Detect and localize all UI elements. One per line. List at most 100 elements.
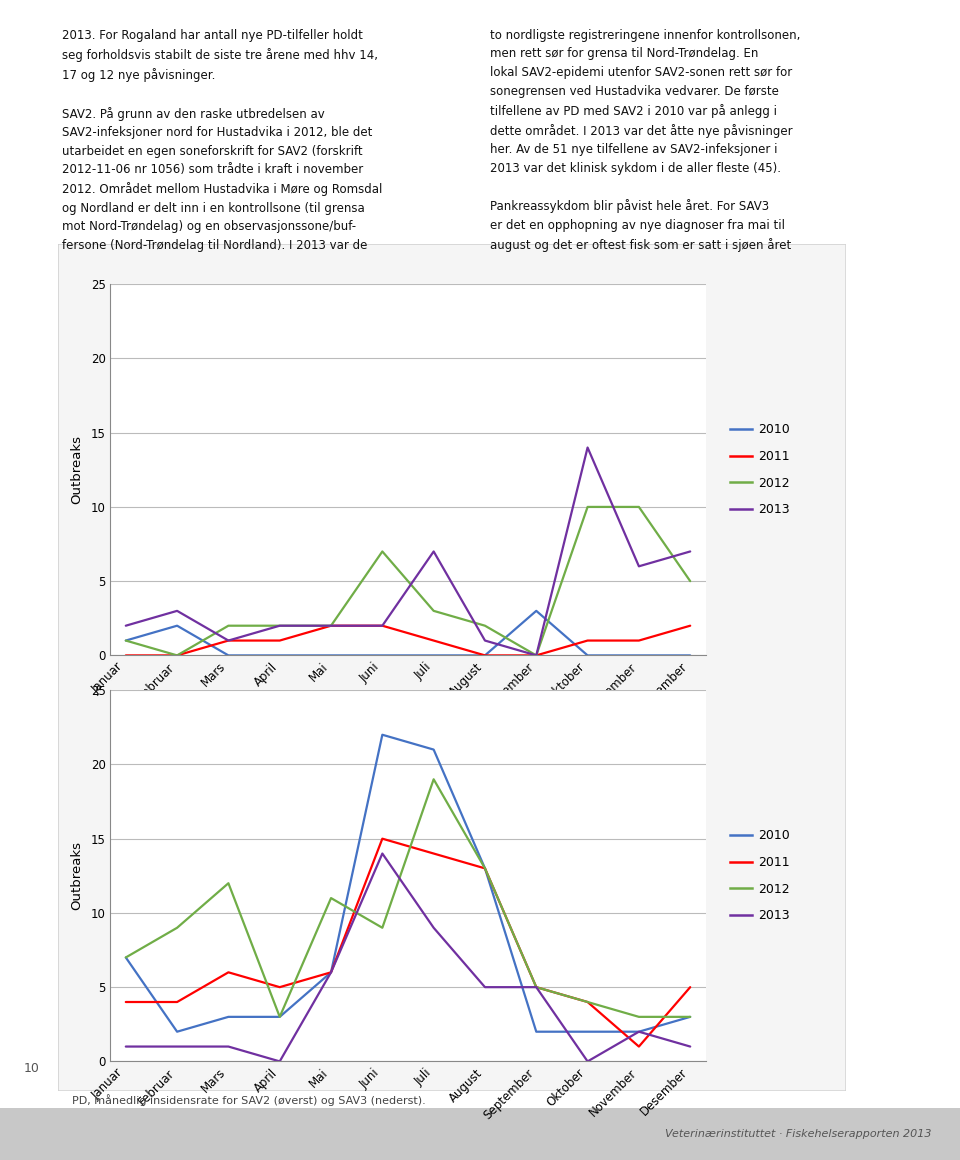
2011 xyxy=(428,847,440,861)
2012 xyxy=(428,604,440,618)
2011 xyxy=(582,995,593,1009)
Line: 2013: 2013 xyxy=(126,448,690,655)
2010 xyxy=(428,742,440,756)
2012 xyxy=(684,1010,696,1024)
2013 xyxy=(274,618,285,632)
2011 xyxy=(531,980,542,994)
2013 xyxy=(531,980,542,994)
2012 xyxy=(634,1010,645,1024)
2011 xyxy=(325,965,337,979)
2012 xyxy=(582,500,593,514)
2013 xyxy=(171,604,182,618)
2010 xyxy=(325,648,337,662)
2010 xyxy=(171,618,182,632)
2010 xyxy=(376,727,388,741)
2012 xyxy=(274,618,285,632)
2012 xyxy=(223,876,234,890)
2010 xyxy=(479,648,491,662)
2013 xyxy=(479,633,491,647)
2012 xyxy=(171,921,182,935)
2011 xyxy=(223,633,234,647)
2012 xyxy=(531,980,542,994)
2012 xyxy=(120,950,132,964)
2013 xyxy=(171,1039,182,1053)
2011 xyxy=(531,648,542,662)
2011 xyxy=(479,648,491,662)
2011 xyxy=(325,618,337,632)
2012 xyxy=(684,574,696,588)
2012 xyxy=(634,500,645,514)
2012 xyxy=(376,921,388,935)
2010 xyxy=(582,648,593,662)
2010 xyxy=(171,1024,182,1038)
2013 xyxy=(531,648,542,662)
2011 xyxy=(274,633,285,647)
2010 xyxy=(325,965,337,979)
2013 xyxy=(325,618,337,632)
2010 xyxy=(531,1024,542,1038)
Line: 2011: 2011 xyxy=(126,839,690,1046)
2010 xyxy=(428,648,440,662)
2011 xyxy=(120,995,132,1009)
Line: 2012: 2012 xyxy=(126,780,690,1017)
2012 xyxy=(171,648,182,662)
2011 xyxy=(428,633,440,647)
2011 xyxy=(582,633,593,647)
2013 xyxy=(274,1054,285,1068)
2012 xyxy=(120,633,132,647)
2012 xyxy=(479,862,491,876)
2012 xyxy=(274,1010,285,1024)
Line: 2010: 2010 xyxy=(126,611,690,655)
2013 xyxy=(634,559,645,573)
2012 xyxy=(531,648,542,662)
2011 xyxy=(171,995,182,1009)
2011 xyxy=(376,618,388,632)
2013 xyxy=(684,1039,696,1053)
2013 xyxy=(376,847,388,861)
2013 xyxy=(684,544,696,558)
2012 xyxy=(479,618,491,632)
2012 xyxy=(325,891,337,905)
2012 xyxy=(376,544,388,558)
Text: 2013. For Rogaland har antall nye PD-tilfeller holdt
seg forholdsvis stabilt de : 2013. For Rogaland har antall nye PD-til… xyxy=(62,29,383,252)
Text: PD, månedlig insidensrate for SAV2 (øverst) og SAV3 (nederst).: PD, månedlig insidensrate for SAV2 (øver… xyxy=(72,1094,425,1105)
2010 xyxy=(376,648,388,662)
2011 xyxy=(376,832,388,846)
2013 xyxy=(376,618,388,632)
2011 xyxy=(684,618,696,632)
2010 xyxy=(479,862,491,876)
2011 xyxy=(634,633,645,647)
2013 xyxy=(325,965,337,979)
2010 xyxy=(223,1010,234,1024)
2011 xyxy=(684,980,696,994)
2011 xyxy=(634,1039,645,1053)
2012 xyxy=(428,773,440,786)
Y-axis label: Outbreaks: Outbreaks xyxy=(71,435,84,505)
2013 xyxy=(223,1039,234,1053)
2010 xyxy=(223,648,234,662)
2010 xyxy=(684,1010,696,1024)
Text: 10: 10 xyxy=(24,1061,40,1075)
2011 xyxy=(223,965,234,979)
2013 xyxy=(428,544,440,558)
Legend: 2010, 2011, 2012, 2013: 2010, 2011, 2012, 2013 xyxy=(730,829,790,922)
2010 xyxy=(634,648,645,662)
2013 xyxy=(582,441,593,455)
2013 xyxy=(479,980,491,994)
Line: 2013: 2013 xyxy=(126,854,690,1061)
2010 xyxy=(120,633,132,647)
Text: Veterinærinstituttet · Fiskehelserapporten 2013: Veterinærinstituttet · Fiskehelserapport… xyxy=(664,1130,931,1139)
Line: 2010: 2010 xyxy=(126,734,690,1031)
2010 xyxy=(274,648,285,662)
2013 xyxy=(223,633,234,647)
Text: to nordligste registreringene innenfor kontrollsonen,
men rett sør for grensa ti: to nordligste registreringene innenfor k… xyxy=(490,29,800,252)
2010 xyxy=(120,950,132,964)
2010 xyxy=(274,1010,285,1024)
2010 xyxy=(582,1024,593,1038)
2012 xyxy=(223,618,234,632)
2011 xyxy=(479,862,491,876)
2010 xyxy=(684,648,696,662)
2013 xyxy=(634,1024,645,1038)
Y-axis label: Outbreaks: Outbreaks xyxy=(71,841,84,911)
2011 xyxy=(120,648,132,662)
